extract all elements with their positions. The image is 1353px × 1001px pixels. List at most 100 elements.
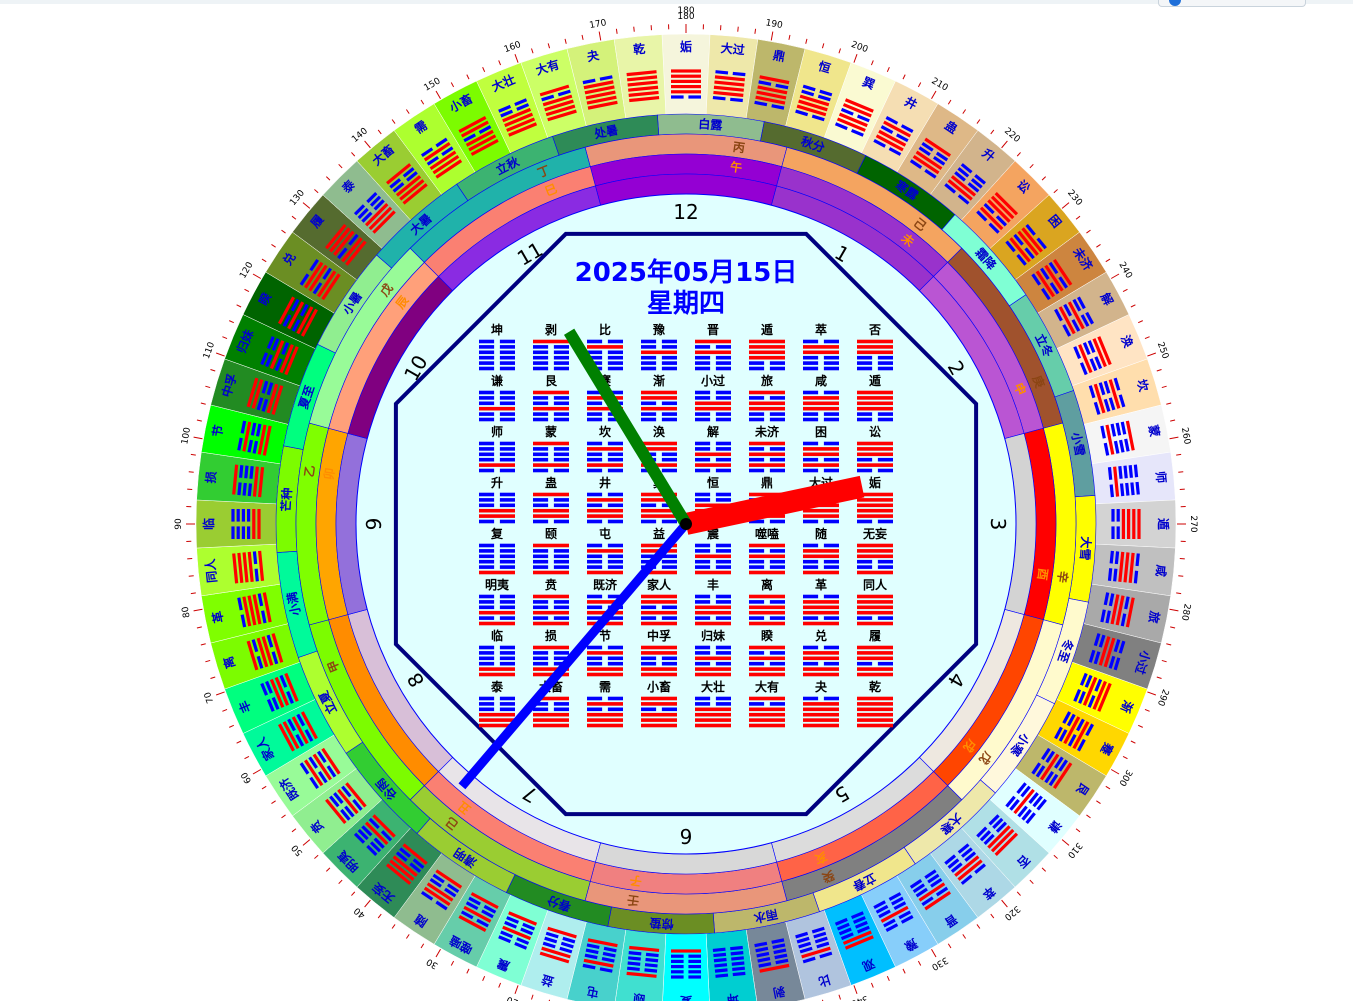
yin-line: [533, 565, 549, 569]
yang-line: [749, 610, 785, 615]
yang-line: [587, 712, 623, 717]
yin-line: [599, 967, 613, 973]
yin-line: [499, 498, 515, 502]
yin-line: [1100, 425, 1106, 439]
degree-tick: [325, 867, 331, 872]
yin-line: [1098, 634, 1106, 648]
degree-tick: [770, 31, 774, 41]
yin-line: [499, 345, 515, 349]
yang-line: [987, 825, 1011, 849]
grid-hexagram-symbol: [749, 339, 785, 371]
yin-line: [661, 565, 677, 569]
grid-hexagram-symbol: [641, 594, 677, 626]
yang-line: [695, 672, 731, 677]
degree-tick: [838, 48, 841, 54]
yin-line: [1073, 346, 1082, 359]
yin-line: [933, 155, 946, 166]
degree-tick: [450, 960, 455, 966]
yang-line: [304, 261, 324, 289]
yin-line: [553, 350, 569, 355]
yin-line: [803, 366, 819, 371]
grid-hexagram-name: 坤: [491, 322, 503, 337]
yang-line: [533, 672, 569, 677]
yin-line: [688, 954, 701, 958]
yin-line: [838, 927, 852, 936]
yang-line: [803, 396, 839, 400]
yin-line: [771, 104, 785, 110]
yin-line: [406, 171, 418, 182]
outer-hexagram-symbol: [539, 84, 577, 122]
degree-tick: [236, 304, 242, 308]
yang-line: [857, 452, 893, 457]
yin-line: [479, 361, 495, 365]
outer-hexagram-name: 渐: [1118, 698, 1136, 715]
grid-hexagram-symbol: [803, 339, 839, 371]
yin-line: [970, 178, 983, 189]
yin-line: [587, 390, 603, 395]
yang-line: [287, 301, 305, 330]
yang-line: [838, 112, 868, 128]
yin-line: [499, 447, 515, 451]
yin-line: [607, 707, 623, 712]
yin-line: [695, 355, 711, 360]
degree-tick: [466, 968, 470, 974]
degree-tick: [788, 34, 791, 40]
yin-line: [499, 361, 515, 365]
yang-line: [842, 930, 872, 945]
yang-line: [749, 723, 785, 728]
yang-line: [237, 552, 244, 583]
degree-tick: [229, 724, 234, 728]
yang-line: [629, 95, 660, 103]
yin-line: [479, 661, 495, 666]
outer-hexagram-name: 旅: [1146, 610, 1163, 625]
grid-hexagram-name: 夬: [815, 679, 828, 694]
yin-line: [891, 896, 904, 906]
yang-line: [533, 570, 569, 575]
yang-line: [508, 911, 538, 926]
yang-line: [364, 821, 389, 846]
yin-line: [995, 821, 1008, 833]
yin-line: [587, 441, 603, 446]
yin-line: [441, 146, 454, 156]
yin-line: [533, 549, 549, 553]
yin-line: [533, 396, 549, 400]
branch-label: 申: [1011, 381, 1029, 398]
outer-hexagram-name: 恒: [817, 58, 833, 76]
yin-line: [361, 211, 373, 223]
yang-line: [587, 463, 623, 467]
yin-line: [661, 468, 677, 473]
yin-line: [641, 554, 657, 559]
yang-line: [337, 788, 359, 815]
yang-line: [1017, 230, 1039, 256]
yin-line: [479, 503, 495, 508]
yin-line: [1031, 762, 1042, 775]
yin-line: [261, 380, 269, 394]
yang-line: [857, 696, 893, 701]
yin-line: [353, 204, 366, 216]
yin-line: [553, 361, 569, 365]
yang-line: [312, 753, 332, 781]
yin-line: [479, 345, 495, 349]
yin-line: [988, 814, 1000, 826]
yang-line: [1118, 551, 1125, 582]
degree-label: 260: [1179, 427, 1192, 446]
grid-hexagram-symbol: [857, 492, 893, 524]
grid-hexagram-name: 晋: [707, 322, 719, 337]
yang-line: [714, 75, 745, 82]
yin-line: [661, 656, 677, 661]
grid-hexagram-name: 姤: [869, 475, 881, 490]
yin-line: [499, 519, 515, 524]
yin-line: [1084, 674, 1093, 688]
outer-hexagram-name: 坎: [1134, 377, 1152, 393]
yin-line: [1025, 224, 1036, 236]
yin-line: [935, 151, 949, 162]
yang-line: [990, 195, 1015, 220]
grid-hexagram-symbol: [695, 696, 731, 728]
yin-line: [1062, 711, 1072, 724]
yang-line: [857, 498, 893, 502]
yin-line: [237, 482, 242, 496]
corner-toolbar-button[interactable]: [1158, 0, 1306, 7]
outer-hexagram-symbol: [231, 508, 261, 539]
solar-term-label: 秋分: [799, 133, 827, 155]
